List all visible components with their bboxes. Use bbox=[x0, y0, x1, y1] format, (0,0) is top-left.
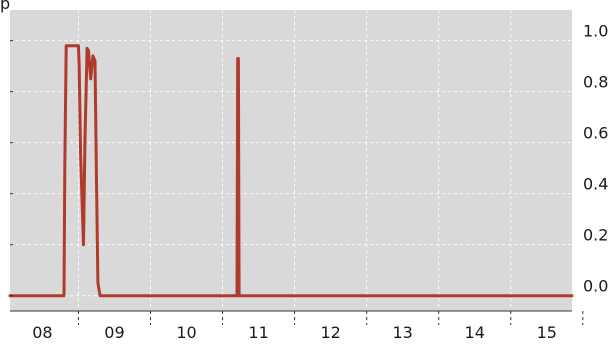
x-tick-label: 13 bbox=[392, 323, 412, 342]
y-tick-label: 0.4 bbox=[583, 175, 608, 194]
x-axis: 08 09 10 11 12 13 14 15 bbox=[10, 310, 584, 342]
chart-header-text: p bbox=[0, 0, 11, 13]
x-tick-label: 11 bbox=[248, 323, 268, 342]
y-tick-label: 0.6 bbox=[583, 124, 608, 143]
plot-background bbox=[10, 10, 572, 311]
y-tick-label: 0.0 bbox=[583, 277, 608, 296]
y-axis: 0.0 0.2 0.4 0.6 0.8 1.0 bbox=[10, 22, 608, 297]
x-tick-label: 12 bbox=[320, 323, 340, 342]
series-layer bbox=[8, 44, 574, 298]
x-tick-label: 15 bbox=[537, 323, 557, 342]
y-tick-label: 1.0 bbox=[583, 22, 608, 41]
x-tick-label: 08 bbox=[32, 323, 52, 342]
y-tick-label: 0.8 bbox=[583, 73, 608, 92]
x-tick-label: 14 bbox=[465, 323, 485, 342]
series-line bbox=[8, 44, 574, 298]
x-tick-label: 10 bbox=[176, 323, 196, 342]
y-tick-label: 0.2 bbox=[583, 226, 608, 245]
x-tick-label: 09 bbox=[104, 323, 124, 342]
